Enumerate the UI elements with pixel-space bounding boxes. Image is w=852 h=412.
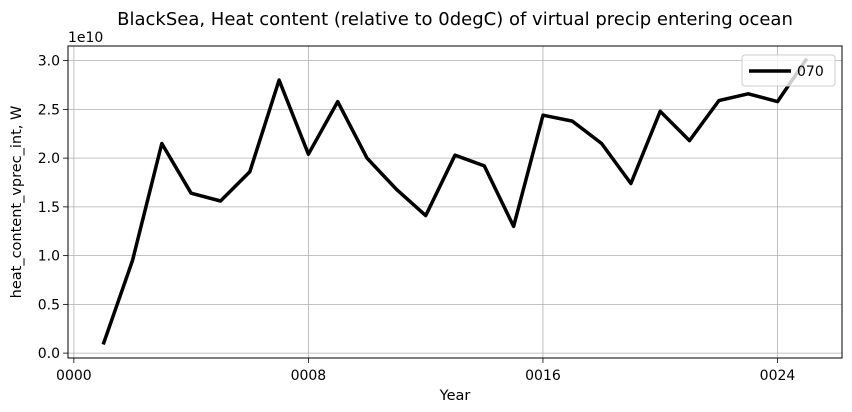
plot-frame [67,45,843,359]
chart-title: BlackSea, Heat content (relative to 0deg… [117,9,793,30]
y-axis: 0.0 0.5 1.0 1.5 2.0 2.5 3.0 [38,54,68,362]
legend: 070 [741,54,836,87]
y-tick-label: 0.0 [38,346,60,362]
y-tick-label: 1.0 [38,249,60,265]
y-axis-label: heat_content_vprec_int, W [9,106,25,299]
series-line-070 [101,57,809,345]
y-offset-label: 1e10 [68,30,103,46]
x-tick-label: 0016 [525,368,561,384]
y-tick-label: 3.0 [38,54,60,70]
y-tick-label: 0.5 [38,297,60,313]
x-tick-label: 0000 [56,368,92,384]
y-tick-label: 1.5 [38,200,60,216]
y-tick-label: 2.0 [38,151,60,167]
series-layer [101,57,809,345]
legend-label: 070 [797,64,824,80]
x-tick-label: 0024 [760,368,796,384]
x-axis: 0000 0008 0016 0024 [56,358,795,384]
y-tick-label: 2.5 [38,102,60,118]
x-tick-label: 0008 [291,368,327,384]
grid [68,46,842,358]
x-axis-label: Year [439,388,471,404]
